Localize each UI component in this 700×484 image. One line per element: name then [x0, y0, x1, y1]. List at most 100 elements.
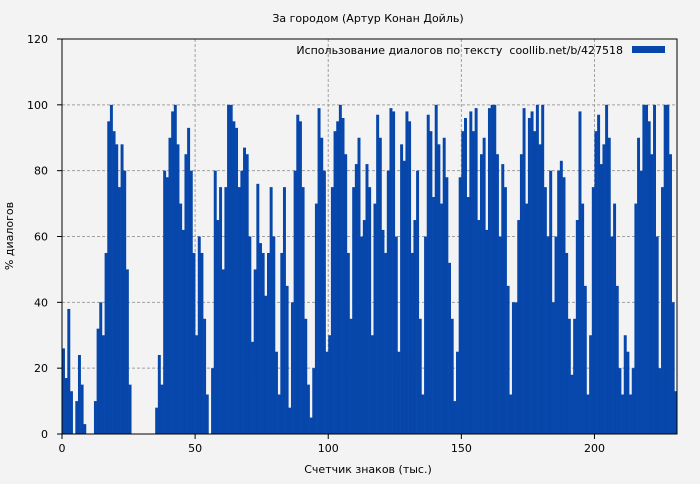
bar [360, 236, 364, 434]
bar [397, 351, 401, 434]
bar [261, 252, 265, 434]
bar [224, 187, 228, 434]
bar [450, 318, 454, 434]
bar [549, 170, 553, 434]
bar [109, 104, 113, 434]
bar [67, 308, 71, 434]
bar [69, 391, 73, 434]
bar [477, 220, 481, 434]
bar [93, 401, 97, 434]
bar [613, 203, 617, 434]
bar [586, 394, 590, 434]
bar [192, 252, 196, 434]
bar [416, 170, 420, 434]
bar [605, 104, 609, 434]
chart-title: За городом (Артур Конан Дойль) [272, 12, 463, 25]
bar [245, 154, 249, 435]
bar [176, 144, 180, 435]
bar [501, 164, 505, 435]
bar [493, 104, 497, 434]
bar [344, 154, 348, 435]
bar [333, 131, 337, 434]
bar [637, 137, 641, 434]
bar [645, 104, 649, 434]
bar [368, 187, 372, 434]
bar [469, 111, 473, 435]
legend: Использование диалогов по тексту coollib… [296, 44, 665, 57]
bar [437, 144, 441, 435]
bar [293, 170, 297, 434]
bar [298, 121, 302, 435]
bar [232, 121, 236, 435]
bar [565, 252, 569, 434]
bar [474, 108, 478, 434]
bar [357, 137, 361, 434]
bar [498, 236, 502, 434]
bar [618, 368, 622, 434]
bar [99, 302, 103, 434]
bar [621, 394, 625, 434]
bar [341, 118, 345, 434]
bar [448, 262, 452, 434]
bar [165, 177, 169, 434]
bar [181, 229, 185, 434]
bar [458, 177, 462, 434]
bar [120, 144, 124, 435]
bar [570, 374, 574, 434]
bar [160, 384, 164, 434]
bar [253, 269, 257, 434]
bar [216, 220, 220, 434]
bar [634, 203, 638, 434]
bar [405, 111, 409, 435]
bar [410, 252, 414, 434]
bar [112, 131, 116, 434]
bar [661, 187, 664, 434]
bar [671, 302, 675, 434]
bar [349, 318, 353, 434]
y-tick-label: 100 [27, 99, 48, 112]
bar [583, 285, 587, 434]
bar [317, 108, 321, 434]
bar [631, 368, 635, 434]
bar [296, 114, 300, 434]
bar [546, 236, 550, 434]
bar [674, 391, 678, 434]
x-tick-label: 0 [59, 442, 66, 455]
bar [554, 236, 558, 434]
bar [306, 384, 310, 434]
y-tick-label: 120 [27, 33, 48, 46]
bar [237, 187, 241, 434]
bar [314, 203, 318, 434]
bar [301, 187, 305, 434]
bar [171, 111, 175, 435]
bar [309, 417, 313, 434]
bar [304, 318, 308, 434]
bar [104, 252, 108, 434]
bar [655, 236, 659, 434]
bar [408, 121, 412, 435]
bar [456, 351, 459, 434]
bar [519, 154, 523, 435]
bar [530, 111, 534, 435]
bar [402, 160, 406, 434]
bar [235, 127, 239, 434]
bar [610, 236, 614, 434]
bar [589, 335, 593, 434]
bar [322, 170, 326, 434]
bar [336, 121, 340, 435]
bar [115, 144, 119, 435]
bar [240, 170, 244, 434]
bar [128, 384, 132, 434]
bar [599, 164, 603, 435]
bar [187, 127, 191, 434]
bar [424, 236, 428, 434]
bar [562, 177, 566, 434]
bar [506, 285, 510, 434]
bar [328, 335, 332, 434]
bar [464, 118, 467, 434]
bar [413, 220, 417, 434]
x-axis-label: Счетчик знаков (тыс.) [304, 463, 432, 476]
bar [155, 407, 159, 434]
bar [503, 187, 507, 434]
bar [578, 111, 582, 435]
